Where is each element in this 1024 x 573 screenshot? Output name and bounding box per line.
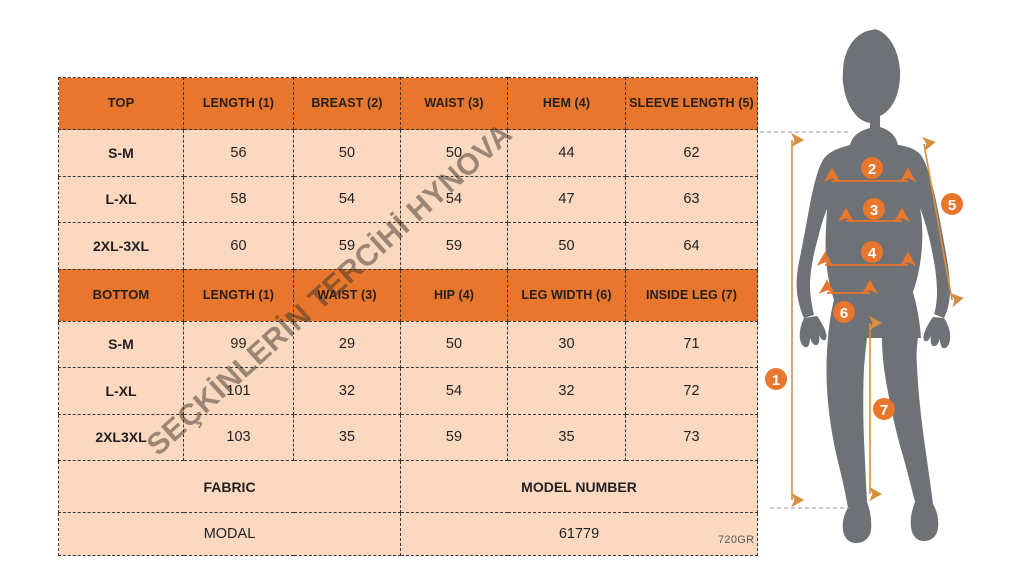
cell-value: 72 [625,367,758,415]
cell-value: 60 [183,222,294,270]
footer-header-model-number: MODEL NUMBER [400,460,758,513]
header-cell-waist-3: WAIST (3) [293,268,401,322]
marker-circle-5 [941,193,963,215]
cell-value: 101 [183,367,294,415]
table-row: S-M 99 29 50 30 71 [58,320,758,368]
cell-value: 35 [293,413,401,461]
header-cell-bottom: BOTTOM [58,268,184,322]
cell-value: 35 [507,413,626,461]
marker-circle-4 [861,241,883,263]
cell-value: 64 [625,222,758,270]
footer-header-row: FABRIC MODEL NUMBER [58,460,758,513]
footer-value-fabric: MODAL [58,512,401,556]
header-cell-inside-leg-7: INSIDE LEG (7) [625,268,758,322]
footer-header-fabric: FABRIC [58,460,401,513]
cell-value: 50 [400,320,508,368]
cell-value: 99 [183,320,294,368]
cell-value: 50 [400,129,508,177]
table-row: L-XL 58 54 54 47 63 [58,175,758,223]
table-row: 2XL-3XL 60 59 59 50 64 [58,222,758,270]
marker-label-2: 2 [868,161,876,178]
cell-value: 73 [625,413,758,461]
measurement-arrow-5 [921,137,964,308]
marker-label-3: 3 [870,202,878,219]
cell-value: 58 [183,175,294,223]
table-row: L-XL 101 32 54 32 72 [58,367,758,415]
marker-label-6: 6 [840,305,848,322]
row-size-label: L-XL [58,175,184,223]
female-body-silhouette [796,29,951,543]
cell-value: 59 [293,222,401,270]
cell-value: 50 [507,222,626,270]
cell-value: 50 [293,129,401,177]
cell-value: 59 [400,222,508,270]
marker-circle-6 [833,301,855,323]
header-cell-waist-3: WAIST (3) [400,77,508,130]
marker-circle-3 [863,198,885,220]
cell-value: 56 [183,129,294,177]
cell-value: 54 [400,175,508,223]
row-size-label: S-M [58,129,184,177]
measurement-figure-panel: 1 2 3 4 5 6 [760,0,1024,573]
header-cell-sleeve-length-5: SLEEVE LENGTH (5) [625,77,758,130]
table-row: S-M 56 50 50 44 62 [58,129,758,177]
cell-value: 30 [507,320,626,368]
cell-value: 47 [507,175,626,223]
header-cell-hem-4: HEM (4) [507,77,626,130]
marker-circle-2 [861,157,883,179]
cell-value: 32 [293,367,401,415]
row-size-label: L-XL [58,367,184,415]
header-cell-leg-width-6: LEG WIDTH (6) [507,268,626,322]
row-size-label: 2XL3XL [58,413,184,461]
cell-value: 59 [400,413,508,461]
cell-value: 63 [625,175,758,223]
product-code-label: 720GR [718,534,755,546]
cell-value: 62 [625,129,758,177]
size-chart-table: TOP LENGTH (1) BREAST (2) WAIST (3) HEM … [58,77,758,556]
marker-circle-1 [765,368,787,390]
cell-value: 44 [507,129,626,177]
cell-value: 29 [293,320,401,368]
header-cell-hip-4: HIP (4) [400,268,508,322]
marker-label-4: 4 [868,245,877,262]
top-section-header-row: TOP LENGTH (1) BREAST (2) WAIST (3) HEM … [58,77,758,130]
header-cell-breast-2: BREAST (2) [293,77,401,130]
marker-circle-7 [873,398,895,420]
row-size-label: S-M [58,320,184,368]
marker-label-1: 1 [772,372,780,389]
header-cell-top: TOP [58,77,184,130]
cell-value: 32 [507,367,626,415]
cell-value: 54 [400,367,508,415]
table-row: 2XL3XL 103 35 59 35 73 [58,413,758,461]
marker-label-5: 5 [948,197,956,214]
cell-value: 103 [183,413,294,461]
marker-label-7: 7 [880,402,888,419]
cell-value: 71 [625,320,758,368]
header-cell-length-1: LENGTH (1) [183,268,294,322]
header-cell-length-1: LENGTH (1) [183,77,294,130]
row-size-label: 2XL-3XL [58,222,184,270]
footer-value-row: MODAL 61779 [58,512,758,556]
footer-value-model-number: 61779 [400,512,758,556]
bottom-section-header-row: BOTTOM LENGTH (1) WAIST (3) HIP (4) LEG … [58,268,758,322]
cell-value: 54 [293,175,401,223]
